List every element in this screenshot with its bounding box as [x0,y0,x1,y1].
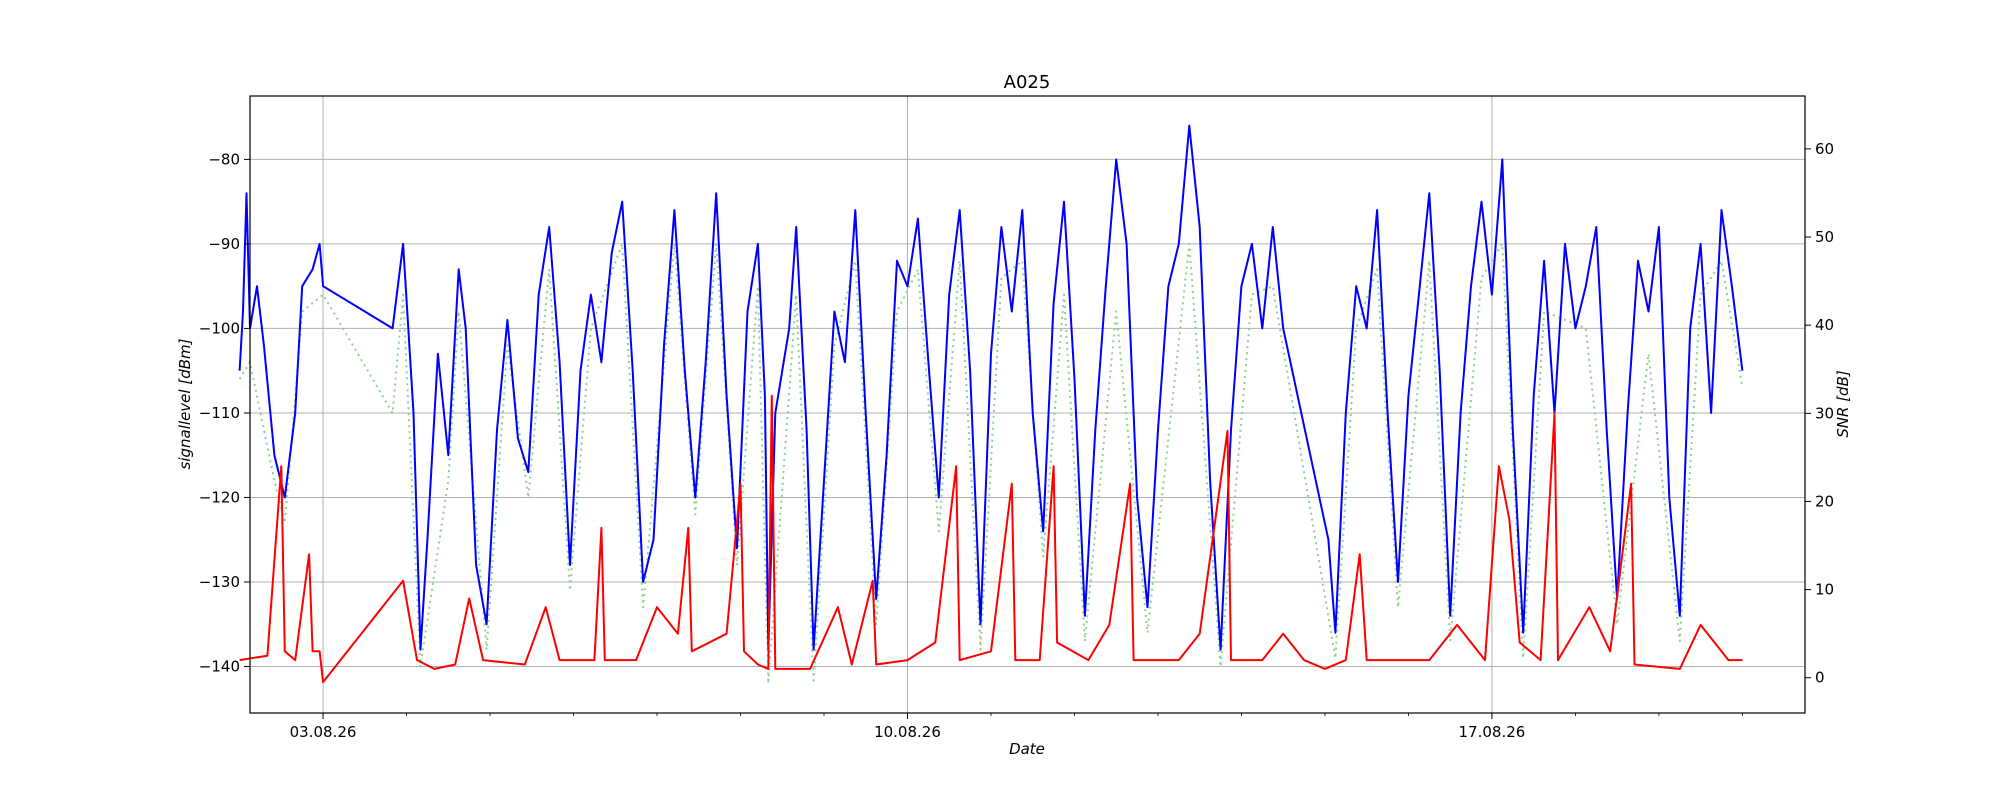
series-line-signal [238,124,1744,651]
grid-y [250,158,1805,668]
plot-series [238,124,1744,685]
y2-tick-label: 50 [1815,228,1834,246]
x-tick-label: 03.08.26 [290,723,357,741]
grid-x [322,96,1493,713]
y2-tick-label: 20 [1815,492,1834,510]
y2-tick-label: 60 [1815,140,1834,158]
x-axis-label: Date [1009,740,1045,758]
y-ticks-left: −80 −90 −100 −110 −120 −130 −140 [199,150,250,676]
y-tick-label: −130 [199,573,240,591]
y-tick-label: −100 [199,319,240,337]
chart-title: A025 [1004,72,1051,93]
plot-frame [249,95,1806,714]
y-tick-label: −80 [208,150,240,168]
y2-tick-label: 10 [1815,581,1834,599]
y2-tick-label: 30 [1815,404,1834,422]
y-tick-label: −110 [199,404,240,422]
x-tick-label: 10.08.26 [874,723,941,741]
x-tick-label: 17.08.26 [1459,723,1526,741]
y-tick-label: −120 [199,488,240,506]
y2-tick-label: 40 [1815,316,1834,334]
y-tick-label: −140 [199,658,240,676]
y-ticks-right: 60 50 40 30 20 10 0 [1805,140,1834,687]
y-axis-label: signallevel [dBm] [176,338,194,469]
y-tick-label: −90 [208,235,240,253]
y2-axis-label: SNR [dB] [1834,370,1852,438]
x-ticks: 03.08.26 10.08.26 17.08.26 [290,713,1743,741]
y2-tick-label: 0 [1815,669,1825,687]
series-line-snr [239,394,1743,684]
